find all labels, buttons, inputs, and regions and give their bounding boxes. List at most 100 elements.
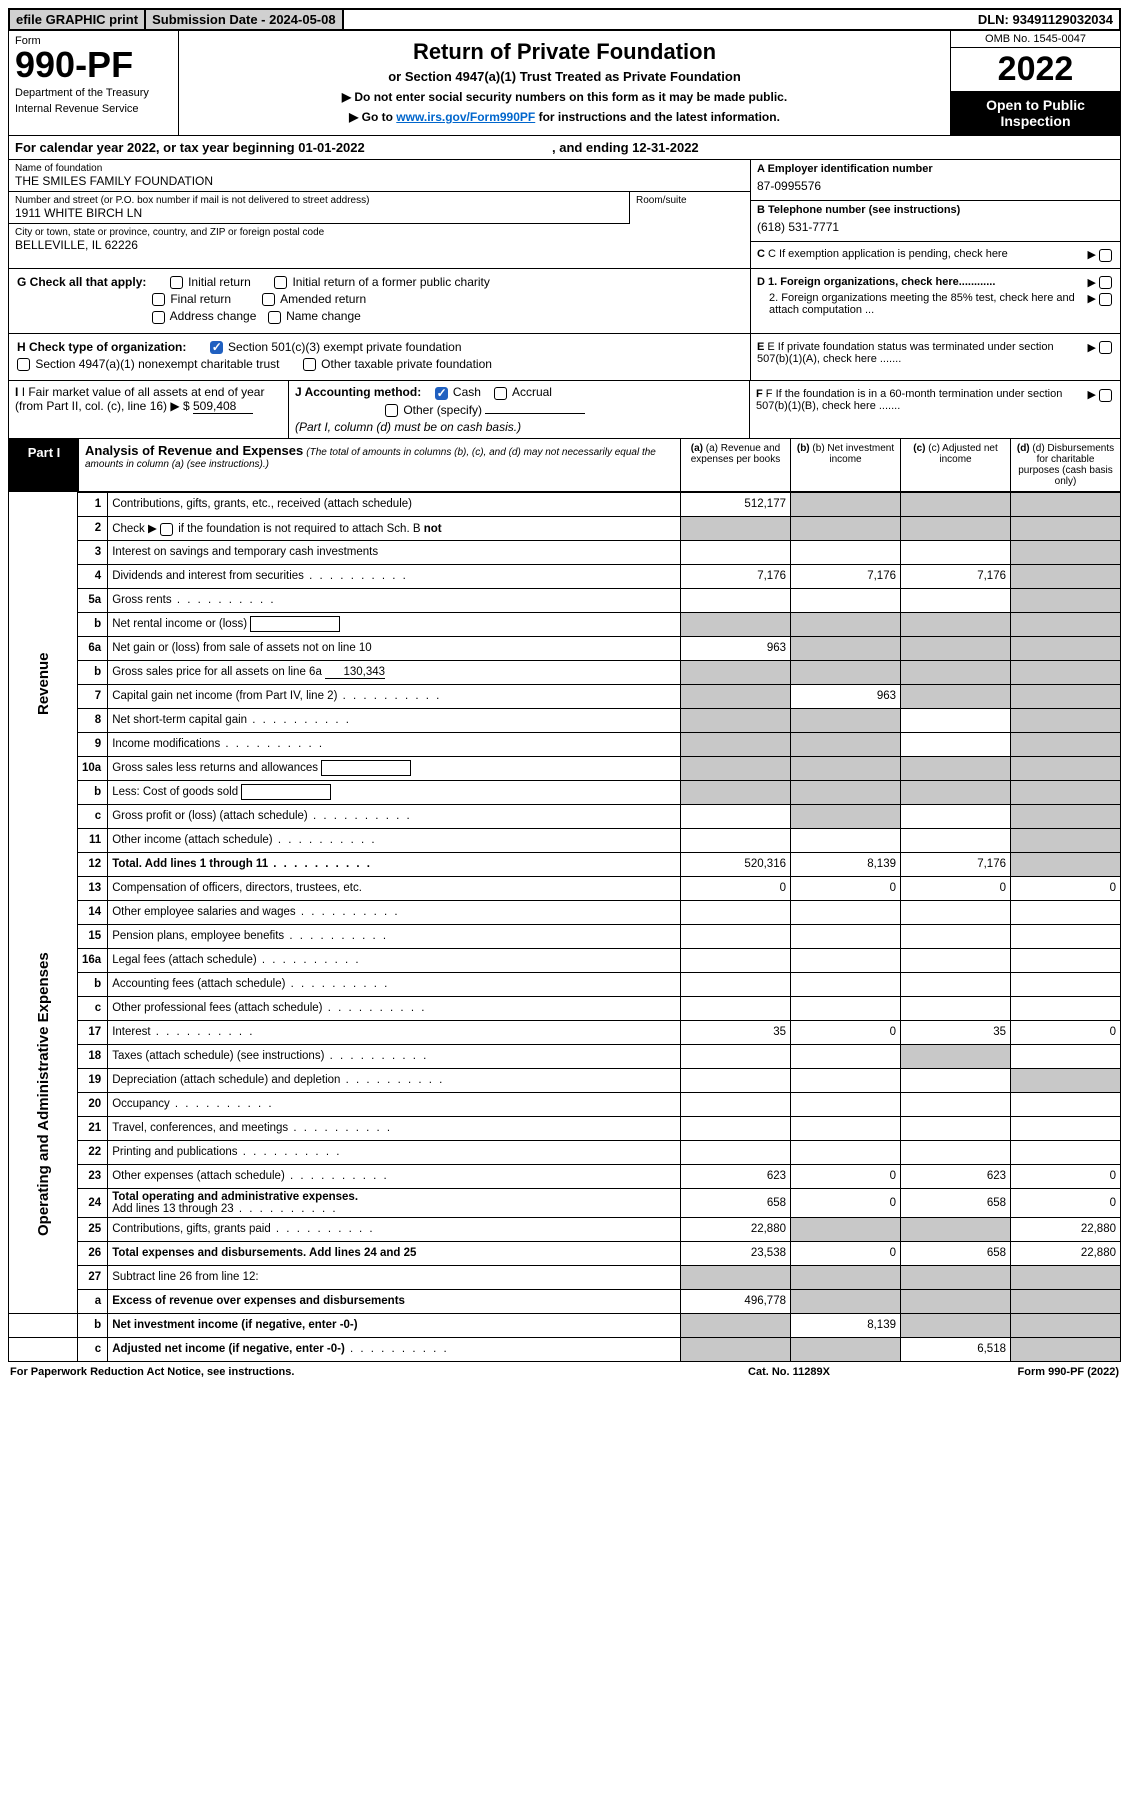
table-row: 12Total. Add lines 1 through 11 520,3168…	[9, 852, 1121, 876]
section-g-d: G Check all that apply: Initial return I…	[8, 269, 1121, 334]
foreign-85-checkbox[interactable]	[1099, 293, 1112, 306]
table-row: 14Other employee salaries and wages	[9, 900, 1121, 924]
table-row: 8Net short-term capital gain	[9, 708, 1121, 732]
table-row: Operating and Administrative Expenses 13…	[9, 876, 1121, 900]
open-to-public: Open to Public Inspection	[951, 91, 1120, 135]
table-row: 19Depreciation (attach schedule) and dep…	[9, 1068, 1121, 1092]
table-row: 16aLegal fees (attach schedule)	[9, 948, 1121, 972]
exemption-pending-cell: C C If exemption application is pending,…	[751, 242, 1120, 268]
telephone-cell: B Telephone number (see instructions) (6…	[751, 201, 1120, 242]
catalog-number: Cat. No. 11289X	[679, 1366, 899, 1378]
h-check-block: H Check type of organization: Section 50…	[9, 334, 750, 381]
table-row: bAccounting fees (attach schedule)	[9, 972, 1121, 996]
table-row: 3Interest on savings and temporary cash …	[9, 540, 1121, 564]
entity-info-grid: Name of foundation THE SMILES FAMILY FOU…	[8, 160, 1121, 269]
part1-header: Part I Analysis of Revenue and Expenses …	[8, 439, 1121, 492]
g-check-block: G Check all that apply: Initial return I…	[9, 269, 750, 333]
ein-cell: A Employer identification number 87-0995…	[751, 160, 1120, 201]
f-check-block: F F If the foundation is in a 60-month t…	[750, 381, 1120, 438]
opex-side-label: Operating and Administrative Expenses	[9, 876, 78, 1313]
table-row: Revenue 1 Contributions, gifts, grants, …	[9, 492, 1121, 516]
address-change-checkbox[interactable]	[152, 311, 165, 324]
4947a1-checkbox[interactable]	[17, 358, 30, 371]
part1-label: Part I	[9, 439, 79, 491]
omb-number: OMB No. 1545-0047	[951, 31, 1120, 48]
tax-year: 2022	[951, 48, 1120, 91]
fmv-value: 509,408	[193, 399, 253, 414]
top-bar: efile GRAPHIC print Submission Date - 20…	[8, 8, 1121, 31]
table-row: 23Other expenses (attach schedule) 62306…	[9, 1164, 1121, 1188]
60-month-checkbox[interactable]	[1099, 389, 1112, 402]
col-d-header: (d) (d) Disbursements for charitable pur…	[1010, 439, 1120, 491]
initial-former-public-checkbox[interactable]	[274, 276, 287, 289]
amended-return-checkbox[interactable]	[262, 293, 275, 306]
table-row: 26Total expenses and disbursements. Add …	[9, 1241, 1121, 1265]
form-subtitle: or Section 4947(a)(1) Trust Treated as P…	[187, 69, 942, 84]
table-row: bNet rental income or (loss)	[9, 612, 1121, 636]
section-h-e: H Check type of organization: Section 50…	[8, 334, 1121, 382]
table-row: 20Occupancy	[9, 1092, 1121, 1116]
instruction-2: ▶ Go to www.irs.gov/Form990PF for instru…	[187, 110, 942, 124]
dln: DLN: 93491129032034	[972, 10, 1119, 29]
initial-return-checkbox[interactable]	[170, 276, 183, 289]
header-right-block: OMB No. 1545-0047 2022 Open to Public In…	[950, 31, 1120, 135]
table-row: aExcess of revenue over expenses and dis…	[9, 1289, 1121, 1313]
table-row: 24Total operating and administrative exp…	[9, 1188, 1121, 1217]
page-footer: For Paperwork Reduction Act Notice, see …	[8, 1362, 1121, 1382]
table-row: 2 Check ▶ if the foundation is not requi…	[9, 516, 1121, 540]
other-method-checkbox[interactable]	[385, 404, 398, 417]
room-suite-cell: Room/suite	[630, 192, 750, 224]
terminated-checkbox[interactable]	[1099, 341, 1112, 354]
table-row: bGross sales price for all assets on lin…	[9, 660, 1121, 684]
section-ijf: I I Fair market value of all assets at e…	[8, 381, 1121, 439]
cash-checkbox[interactable]	[435, 387, 448, 400]
table-row: 18Taxes (attach schedule) (see instructi…	[9, 1044, 1121, 1068]
table-row: 5aGross rents	[9, 588, 1121, 612]
paperwork-notice: For Paperwork Reduction Act Notice, see …	[10, 1366, 679, 1378]
other-taxable-checkbox[interactable]	[303, 358, 316, 371]
form-instructions-link[interactable]: www.irs.gov/Form990PF	[396, 110, 535, 124]
fmv-block: I I Fair market value of all assets at e…	[9, 381, 289, 438]
address-cell: Number and street (or P.O. box number if…	[9, 192, 630, 224]
city-cell: City or town, state or province, country…	[9, 224, 750, 255]
table-row: 9Income modifications	[9, 732, 1121, 756]
table-row: 22Printing and publications	[9, 1140, 1121, 1164]
foreign-org-checkbox[interactable]	[1099, 276, 1112, 289]
part1-table: Revenue 1 Contributions, gifts, grants, …	[8, 492, 1121, 1362]
table-row: cAdjusted net income (if negative, enter…	[9, 1337, 1121, 1361]
e-check-block: E E If private foundation status was ter…	[750, 334, 1120, 381]
instruction-1: ▶ Do not enter social security numbers o…	[187, 90, 942, 104]
dept-treasury: Department of the Treasury	[15, 87, 172, 99]
table-row: 25Contributions, gifts, grants paid 22,8…	[9, 1217, 1121, 1241]
table-row: 10aGross sales less returns and allowanc…	[9, 756, 1121, 780]
table-row: 7Capital gain net income (from Part IV, …	[9, 684, 1121, 708]
table-row: 21Travel, conferences, and meetings	[9, 1116, 1121, 1140]
column-headers: (a) (a) Revenue and expenses per books (…	[680, 439, 1120, 491]
col-a-header: (a) (a) Revenue and expenses per books	[680, 439, 790, 491]
table-row: 11Other income (attach schedule)	[9, 828, 1121, 852]
table-row: cOther professional fees (attach schedul…	[9, 996, 1121, 1020]
accrual-checkbox[interactable]	[494, 387, 507, 400]
col-c-header: (c) (c) Adjusted net income	[900, 439, 1010, 491]
form-footer-label: Form 990-PF (2022)	[899, 1366, 1119, 1378]
name-change-checkbox[interactable]	[268, 311, 281, 324]
table-row: cGross profit or (loss) (attach schedule…	[9, 804, 1121, 828]
exemption-checkbox[interactable]	[1099, 249, 1112, 262]
submission-date: Submission Date - 2024-05-08	[146, 10, 344, 29]
final-return-checkbox[interactable]	[152, 293, 165, 306]
revenue-side-label: Revenue	[9, 492, 78, 876]
form-id-block: Form 990-PF Department of the Treasury I…	[9, 31, 179, 135]
table-row: 17Interest 350350	[9, 1020, 1121, 1044]
table-row: bNet investment income (if negative, ent…	[9, 1313, 1121, 1337]
sch-b-checkbox[interactable]	[160, 523, 173, 536]
table-row: bLess: Cost of goods sold	[9, 780, 1121, 804]
table-row: 27Subtract line 26 from line 12:	[9, 1265, 1121, 1289]
table-row: 6aNet gain or (loss) from sale of assets…	[9, 636, 1121, 660]
501c3-checkbox[interactable]	[210, 341, 223, 354]
form-number: 990-PF	[15, 47, 172, 83]
efile-print-button[interactable]: efile GRAPHIC print	[10, 10, 146, 29]
d-check-block: D 1. Foreign organizations, check here..…	[750, 269, 1120, 333]
foundation-name-cell: Name of foundation THE SMILES FAMILY FOU…	[9, 160, 750, 192]
form-title: Return of Private Foundation	[187, 39, 942, 65]
col-b-header: (b) (b) Net investment income	[790, 439, 900, 491]
